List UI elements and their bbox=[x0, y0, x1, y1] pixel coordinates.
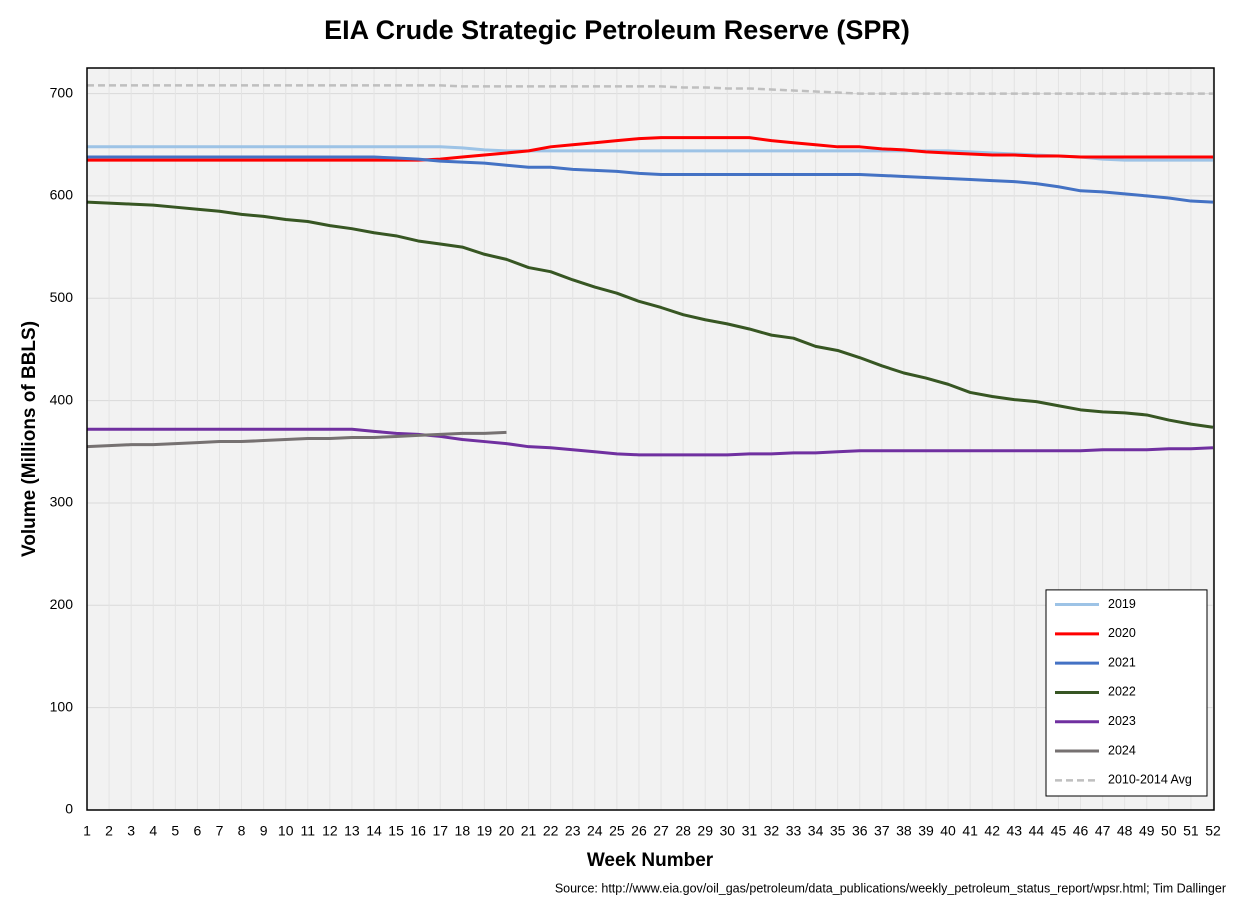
legend-label: 2010-2014 Avg bbox=[1108, 773, 1192, 787]
x-tick-label: 20 bbox=[499, 823, 515, 839]
x-tick-label: 25 bbox=[609, 823, 625, 839]
x-tick-label: 7 bbox=[216, 823, 224, 839]
legend: 2019 2020 2021 2022 2023 2024 2010-2014 Avg bbox=[1045, 589, 1208, 797]
y-tick-label: 300 bbox=[50, 494, 74, 510]
x-tick-label: 42 bbox=[984, 823, 1000, 839]
series-line bbox=[87, 84, 1213, 95]
legend-label: 2019 bbox=[1108, 597, 1136, 611]
x-tick-label: 26 bbox=[631, 823, 647, 839]
y-tick-label: 700 bbox=[50, 84, 74, 100]
y-tick-label: 0 bbox=[65, 801, 73, 817]
x-tick-label: 13 bbox=[344, 823, 360, 839]
x-tick-label: 21 bbox=[521, 823, 537, 839]
x-tick-label: 22 bbox=[543, 823, 559, 839]
x-tick-label: 3 bbox=[127, 823, 135, 839]
x-tick-label: 14 bbox=[366, 823, 382, 839]
x-tick-label: 6 bbox=[193, 823, 201, 839]
x-tick-label: 28 bbox=[675, 823, 691, 839]
x-tick-label: 16 bbox=[410, 823, 426, 839]
x-tick-label: 33 bbox=[786, 823, 802, 839]
legend-label: 2024 bbox=[1108, 743, 1136, 757]
x-tick-label: 15 bbox=[388, 823, 404, 839]
x-tick-label: 36 bbox=[852, 823, 868, 839]
y-tick-label: 100 bbox=[50, 698, 74, 714]
x-tick-label: 10 bbox=[278, 823, 294, 839]
x-tick-label: 41 bbox=[962, 823, 978, 839]
x-tick-label: 51 bbox=[1183, 823, 1199, 839]
x-tick-label: 37 bbox=[874, 823, 890, 839]
y-tick-label: 200 bbox=[50, 596, 74, 612]
x-tick-label: 38 bbox=[896, 823, 912, 839]
x-tick-label: 17 bbox=[432, 823, 448, 839]
x-tick-label: 4 bbox=[149, 823, 157, 839]
x-tick-label: 1 bbox=[83, 823, 91, 839]
legend-label: 2020 bbox=[1108, 626, 1136, 640]
x-tick-label: 45 bbox=[1051, 823, 1067, 839]
x-tick-label: 43 bbox=[1007, 823, 1023, 839]
x-tick-label: 2 bbox=[105, 823, 113, 839]
series-line bbox=[87, 155, 1214, 204]
x-tick-label: 8 bbox=[238, 823, 246, 839]
x-tick-label: 24 bbox=[587, 823, 603, 839]
x-tick-label: 12 bbox=[322, 823, 338, 839]
x-axis-label: Week Number bbox=[587, 850, 714, 871]
y-axis-label: Volume (Millions of BBLS) bbox=[19, 321, 40, 557]
x-tick-label: 23 bbox=[565, 823, 581, 839]
series-line bbox=[87, 136, 1213, 162]
series-line bbox=[86, 200, 1214, 429]
x-tick-label: 47 bbox=[1095, 823, 1111, 839]
chart-title: EIA Crude Strategic Petroleum Reserve (S… bbox=[324, 15, 910, 45]
legend-label: 2021 bbox=[1108, 655, 1136, 669]
y-tick-label: 600 bbox=[50, 187, 74, 203]
source-note: Source: http://www.eia.gov/oil_gas/petro… bbox=[555, 881, 1226, 895]
legend-label: 2022 bbox=[1108, 685, 1136, 699]
x-tick-label: 44 bbox=[1029, 823, 1045, 839]
x-tick-label: 40 bbox=[940, 823, 956, 839]
x-tick-label: 52 bbox=[1205, 823, 1221, 839]
x-tick-label: 5 bbox=[171, 823, 179, 839]
x-tick-label: 30 bbox=[719, 823, 735, 839]
x-tick-label: 29 bbox=[697, 823, 713, 839]
x-tick-label: 39 bbox=[918, 823, 934, 839]
series-line bbox=[86, 430, 507, 449]
lines bbox=[86, 84, 1214, 457]
x-tick-label: 19 bbox=[477, 823, 493, 839]
x-tick-label: 49 bbox=[1139, 823, 1155, 839]
x-tick-label: 50 bbox=[1161, 823, 1177, 839]
series-line bbox=[87, 427, 1214, 457]
x-tick-label: 18 bbox=[455, 823, 471, 839]
x-tick-label: 46 bbox=[1073, 823, 1089, 839]
y-tick-label: 400 bbox=[50, 391, 74, 407]
x-tick-label: 9 bbox=[260, 823, 268, 839]
legend-label: 2023 bbox=[1108, 714, 1136, 728]
x-tick-label: 35 bbox=[830, 823, 846, 839]
x-tick-label: 32 bbox=[764, 823, 780, 839]
x-tick-label: 27 bbox=[653, 823, 669, 839]
x-tick-label: 31 bbox=[742, 823, 758, 839]
plot-frame bbox=[86, 67, 1215, 811]
x-tick-label: 11 bbox=[301, 823, 316, 839]
x-tick-label: 34 bbox=[808, 823, 824, 839]
x-tick-label: 48 bbox=[1117, 823, 1133, 839]
y-tick-label: 500 bbox=[50, 289, 74, 305]
plot-area bbox=[87, 68, 1213, 810]
